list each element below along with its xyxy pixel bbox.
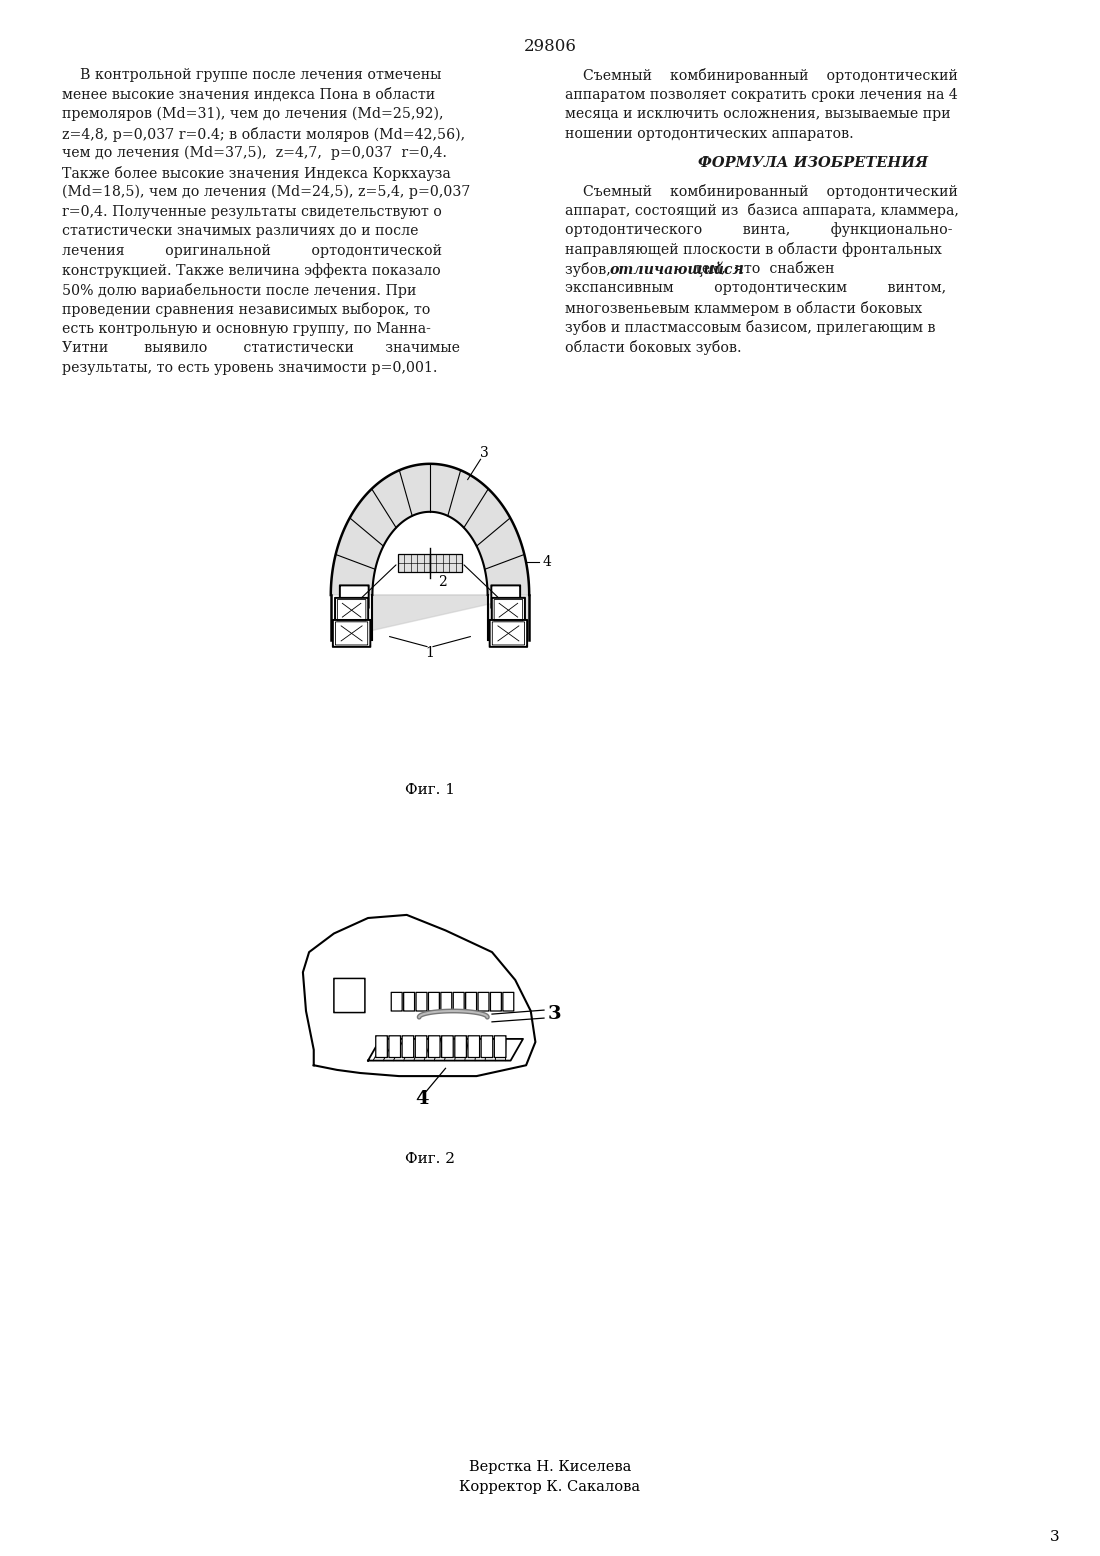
Text: ношении ортодонтических аппаратов.: ношении ортодонтических аппаратов.: [565, 126, 854, 140]
Text: проведении сравнения независимых выборок, то: проведении сравнения независимых выборок…: [62, 302, 430, 317]
Text: статистически значимых различиях до и после: статистически значимых различиях до и по…: [62, 224, 418, 238]
Text: экспансивным         ортодонтическим         винтом,: экспансивным ортодонтическим винтом,: [565, 282, 946, 296]
FancyBboxPatch shape: [336, 598, 368, 622]
Text: ФОРМУЛА ИЗОБРЕТЕНИЯ: ФОРМУЛА ИЗОБРЕТЕНИЯ: [698, 156, 928, 170]
Text: Съемный    комбинированный    ортодонтический: Съемный комбинированный ортодонтический: [565, 184, 958, 199]
Text: лечения         оригинальной         ортодонтической: лечения оригинальной ортодонтической: [62, 243, 442, 257]
Text: менее высокие значения индекса Пона в области: менее высокие значения индекса Пона в об…: [62, 87, 436, 101]
FancyBboxPatch shape: [490, 619, 527, 647]
FancyBboxPatch shape: [441, 993, 452, 1011]
Text: 29806: 29806: [524, 37, 576, 54]
Text: Фиг. 2: Фиг. 2: [405, 1153, 455, 1167]
Text: многозвеньевым кламмером в области боковых: многозвеньевым кламмером в области боков…: [565, 300, 922, 316]
FancyBboxPatch shape: [389, 1036, 400, 1058]
Text: отличающийся: отличающийся: [610, 261, 745, 277]
FancyBboxPatch shape: [334, 979, 365, 1013]
FancyBboxPatch shape: [492, 598, 525, 622]
Text: 3: 3: [1050, 1530, 1059, 1544]
Text: тем,  что  снабжен: тем, что снабжен: [685, 261, 835, 275]
FancyBboxPatch shape: [468, 1036, 480, 1058]
Text: 3: 3: [481, 447, 488, 461]
Text: Также более высокие значения Индекса Коркхауза: Также более высокие значения Индекса Кор…: [62, 165, 451, 180]
FancyBboxPatch shape: [481, 1036, 493, 1058]
Text: аппарат, состоящий из  базиса аппарата, кламмера,: аппарат, состоящий из базиса аппарата, к…: [565, 202, 959, 218]
Text: (Md=18,5), чем до лечения (Md=24,5), z=5,4, p=0,037: (Md=18,5), чем до лечения (Md=24,5), z=5…: [62, 185, 471, 199]
FancyBboxPatch shape: [416, 993, 427, 1011]
FancyBboxPatch shape: [494, 1036, 506, 1058]
Polygon shape: [331, 464, 529, 640]
Text: направляющей плоскости в области фронтальных: направляющей плоскости в области фронтал…: [565, 243, 942, 257]
Text: чем до лечения (Md=37,5),  z=4,7,  p=0,037  r=0,4.: чем до лечения (Md=37,5), z=4,7, p=0,037…: [62, 146, 447, 160]
Text: В контрольной группе после лечения отмечены: В контрольной группе после лечения отмеч…: [62, 68, 441, 82]
FancyBboxPatch shape: [491, 993, 502, 1011]
Text: месяца и исключить осложнения, вызываемые при: месяца и исключить осложнения, вызываемы…: [565, 107, 950, 121]
Text: аппаратом позволяет сократить сроки лечения на 4: аппаратом позволяет сократить сроки лече…: [565, 87, 958, 101]
Polygon shape: [368, 1039, 522, 1061]
Text: зубов и пластмассовым базисом, прилегающим в: зубов и пластмассовым базисом, прилегающ…: [565, 321, 935, 335]
Text: есть контрольную и основную группу, по Манна-: есть контрольную и основную группу, по М…: [62, 322, 431, 336]
Text: Съемный    комбинированный    ортодонтический: Съемный комбинированный ортодонтический: [565, 68, 958, 82]
Text: 4: 4: [542, 555, 551, 569]
Bar: [430, 554, 462, 571]
FancyBboxPatch shape: [416, 1036, 427, 1058]
Text: 4: 4: [416, 1091, 429, 1108]
Text: премоляров (Md=31), чем до лечения (Md=25,92),: премоляров (Md=31), чем до лечения (Md=2…: [62, 107, 443, 121]
FancyBboxPatch shape: [453, 993, 464, 1011]
Text: 50% долю вариабельности после лечения. При: 50% долю вариабельности после лечения. П…: [62, 283, 417, 297]
FancyBboxPatch shape: [428, 1036, 440, 1058]
Text: 2: 2: [439, 576, 448, 590]
Text: r=0,4. Полученные результаты свидетельствуют о: r=0,4. Полученные результаты свидетельст…: [62, 204, 442, 218]
Text: Фиг. 1: Фиг. 1: [405, 783, 455, 797]
FancyBboxPatch shape: [333, 619, 371, 647]
FancyBboxPatch shape: [404, 993, 415, 1011]
Text: z=4,8, p=0,037 r=0.4; в области моляров (Md=42,56),: z=4,8, p=0,037 r=0.4; в области моляров …: [62, 126, 465, 142]
Text: 3: 3: [547, 1005, 561, 1024]
Text: конструкцией. Также величина эффекта показало: конструкцией. Также величина эффекта пок…: [62, 263, 441, 279]
Text: 1: 1: [426, 646, 434, 660]
FancyBboxPatch shape: [403, 1036, 414, 1058]
FancyBboxPatch shape: [503, 993, 514, 1011]
Text: области боковых зубов.: области боковых зубов.: [565, 339, 741, 355]
FancyBboxPatch shape: [492, 585, 520, 608]
Text: Корректор К. Сакалова: Корректор К. Сакалова: [460, 1480, 640, 1494]
FancyBboxPatch shape: [340, 585, 368, 608]
FancyBboxPatch shape: [428, 993, 439, 1011]
FancyBboxPatch shape: [392, 993, 403, 1011]
Text: результаты, то есть уровень значимости p=0,001.: результаты, то есть уровень значимости p…: [62, 361, 438, 375]
Text: зубов,: зубов,: [565, 261, 619, 277]
FancyBboxPatch shape: [454, 1036, 466, 1058]
FancyBboxPatch shape: [465, 993, 476, 1011]
FancyBboxPatch shape: [376, 1036, 387, 1058]
Polygon shape: [302, 915, 536, 1077]
Text: Уитни        выявило        статистически       значимые: Уитни выявило статистически значимые: [62, 341, 460, 355]
FancyBboxPatch shape: [441, 1036, 453, 1058]
Bar: [398, 554, 430, 571]
Text: Верстка Н. Киселева: Верстка Н. Киселева: [469, 1460, 631, 1474]
FancyBboxPatch shape: [478, 993, 490, 1011]
Text: ортодонтического         винта,         функционально-: ортодонтического винта, функционально-: [565, 223, 953, 238]
